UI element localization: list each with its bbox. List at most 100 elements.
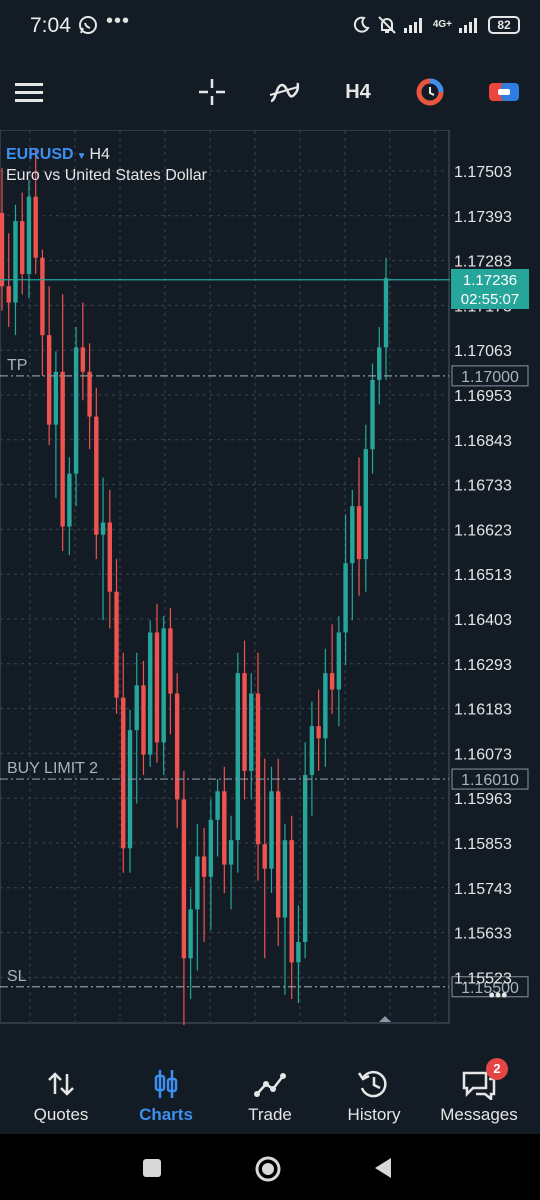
candle-body bbox=[46, 335, 52, 425]
status-time: 7:04 bbox=[30, 14, 71, 37]
indicators-button[interactable] bbox=[266, 74, 302, 110]
candle-body bbox=[121, 697, 126, 849]
price-axis: 1.175031.173931.172831.171731.170631.169… bbox=[454, 164, 512, 987]
battery-indicator: 82 bbox=[488, 16, 520, 34]
order-price-label: 1.16010 bbox=[461, 772, 519, 789]
network-type: 4G+ bbox=[432, 19, 452, 30]
indicator-icon bbox=[269, 82, 300, 103]
candle-body bbox=[282, 840, 288, 918]
symbol-timeframe: H4 bbox=[89, 146, 110, 163]
price-tick-label: 1.16623 bbox=[454, 522, 512, 539]
symbol-name[interactable]: EURUSD bbox=[6, 146, 74, 163]
candle-body bbox=[296, 941, 301, 963]
candle-body bbox=[383, 278, 389, 348]
price-chart[interactable]: TP 1.17000 BUY LIMIT 2 1.16010 SL 1.15500 1.1… bbox=[0, 130, 540, 1025]
nav-history-label: History bbox=[347, 1105, 401, 1124]
candle-body bbox=[141, 685, 146, 755]
candle-body bbox=[67, 473, 72, 527]
history-icon bbox=[357, 1070, 387, 1098]
price-tick-label: 1.17393 bbox=[454, 209, 512, 226]
messages-badge: 2 bbox=[486, 1058, 508, 1080]
nav-history[interactable]: History bbox=[320, 1058, 428, 1134]
candle-body bbox=[235, 673, 240, 841]
nav-charts[interactable]: Charts bbox=[112, 1058, 220, 1134]
candle-body bbox=[148, 632, 153, 755]
candle-body bbox=[127, 730, 133, 849]
menu-button[interactable] bbox=[12, 74, 46, 110]
candle-body bbox=[269, 791, 274, 869]
charts-icon bbox=[154, 1070, 178, 1098]
system-navigation-bar bbox=[0, 1134, 540, 1200]
more-icon[interactable]: ••• bbox=[489, 985, 508, 1005]
candles-group bbox=[0, 147, 389, 1025]
price-tick-label: 1.16843 bbox=[454, 433, 512, 450]
price-tick-label: 1.16953 bbox=[454, 388, 512, 405]
scroll-marker-icon[interactable] bbox=[379, 1016, 391, 1022]
chart-panel[interactable]: TP 1.17000 BUY LIMIT 2 1.16010 SL 1.15500 1.1… bbox=[0, 130, 540, 1025]
price-tick-label: 1.17063 bbox=[454, 343, 512, 360]
candle-body bbox=[350, 506, 355, 564]
candle-body bbox=[87, 371, 92, 417]
countdown-label: 02:55:07 bbox=[461, 291, 519, 308]
candle-body bbox=[33, 196, 38, 258]
candle-body bbox=[40, 257, 45, 336]
order-line-label: SL bbox=[7, 968, 27, 985]
menu-icon bbox=[15, 83, 43, 102]
candle-body bbox=[195, 856, 200, 910]
candle-body bbox=[161, 628, 166, 743]
candle-body bbox=[134, 685, 139, 731]
candle-body bbox=[174, 693, 180, 800]
chart-toolbar: H4 bbox=[0, 60, 540, 124]
candle-body bbox=[6, 286, 11, 303]
candle-body bbox=[323, 673, 328, 739]
candle-body bbox=[188, 909, 193, 959]
price-tick-label: 1.17503 bbox=[454, 164, 512, 181]
signal-icon-2 bbox=[459, 18, 477, 33]
price-tick-label: 1.16513 bbox=[454, 567, 512, 584]
candle-body bbox=[316, 726, 321, 739]
price-tick-label: 1.16293 bbox=[454, 657, 512, 674]
candle-body bbox=[201, 856, 207, 877]
bell-off-icon bbox=[378, 16, 396, 34]
nav-messages-label: Messages bbox=[440, 1105, 518, 1124]
nav-trade[interactable]: Trade bbox=[216, 1058, 324, 1134]
candle-body bbox=[208, 819, 214, 877]
candle-body bbox=[289, 840, 294, 963]
candle-body bbox=[26, 196, 32, 275]
timeframe-button[interactable]: H4 bbox=[345, 80, 371, 103]
candle-body bbox=[168, 628, 173, 694]
chart-frame bbox=[0, 130, 450, 1024]
recents-icon[interactable] bbox=[141, 1157, 163, 1179]
candle-body bbox=[73, 347, 79, 474]
price-tick-label: 1.15743 bbox=[454, 881, 512, 898]
candle-body bbox=[107, 522, 112, 592]
price-tick-label: 1.15853 bbox=[454, 836, 512, 853]
crosshair-button[interactable] bbox=[194, 74, 230, 110]
price-tick-label: 1.15523 bbox=[454, 970, 512, 987]
order-lines-group: TP 1.17000 BUY LIMIT 2 1.16010 SL 1.15500 bbox=[0, 279, 529, 998]
objects-button[interactable] bbox=[412, 74, 448, 110]
back-icon[interactable] bbox=[371, 1156, 395, 1180]
candle-body bbox=[228, 840, 234, 865]
one-click-trade-button[interactable] bbox=[486, 74, 522, 110]
candle-body bbox=[60, 371, 65, 527]
candle-body bbox=[20, 221, 25, 275]
order-line-label: BUY LIMIT 2 bbox=[7, 760, 98, 777]
more-notifications-icon: ••• bbox=[106, 10, 131, 32]
candle-body bbox=[356, 506, 362, 560]
symbol-header[interactable]: EURUSD ▼ H4 bbox=[6, 146, 110, 164]
nav-quotes[interactable]: Quotes bbox=[7, 1058, 115, 1134]
order-price-label: 1.15500 bbox=[461, 980, 519, 997]
home-icon[interactable] bbox=[254, 1155, 282, 1183]
current-price-label: 1.17236 bbox=[463, 272, 517, 289]
nav-charts-label: Charts bbox=[139, 1105, 193, 1124]
status-bar: 7:04 ••• 4G+ 82 bbox=[0, 0, 540, 52]
nav-messages[interactable]: 2 Messages bbox=[425, 1058, 533, 1134]
current-price-badge bbox=[451, 269, 529, 309]
candle-body bbox=[309, 726, 315, 775]
candle-body bbox=[53, 371, 59, 425]
bottom-navigation: Quotes Charts Trade History 2 Messages bbox=[0, 1058, 540, 1134]
symbol-dropdown-icon[interactable]: ▼ bbox=[76, 151, 87, 162]
price-tick-label: 1.16403 bbox=[454, 612, 512, 629]
candle-body bbox=[370, 379, 375, 450]
